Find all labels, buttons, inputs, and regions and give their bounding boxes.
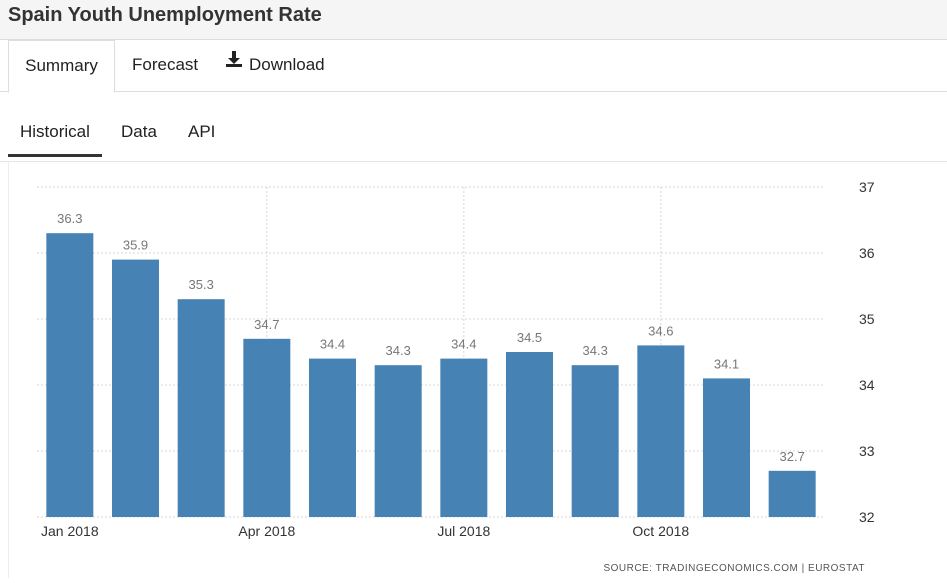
x-tick-label: Jan 2018 xyxy=(41,523,99,539)
x-tick-label: Oct 2018 xyxy=(632,523,689,539)
subtab-data[interactable]: Data xyxy=(121,122,157,142)
x-tick-label: Jul 2018 xyxy=(437,523,490,539)
title-bar: Spain Youth Unemployment Rate xyxy=(0,0,947,40)
bar xyxy=(768,470,816,517)
data-label: 35.3 xyxy=(189,277,214,292)
main-tabs: Summary Forecast Download xyxy=(0,40,947,93)
data-label: 36.3 xyxy=(57,211,82,226)
bar xyxy=(703,378,750,517)
data-label: 35.9 xyxy=(123,238,148,253)
page-title: Spain Youth Unemployment Rate xyxy=(8,4,322,26)
y-tick-label: 34 xyxy=(859,377,875,393)
bar xyxy=(177,299,225,517)
bar xyxy=(309,358,356,517)
sub-tabs: Historical Data API xyxy=(0,92,947,162)
data-label: 34.3 xyxy=(386,343,411,358)
tab-download[interactable]: Download xyxy=(225,40,325,92)
data-label: 34.5 xyxy=(517,330,542,345)
y-tick-label: 37 xyxy=(859,179,875,195)
subtab-data-label: Data xyxy=(121,122,157,141)
subtab-historical[interactable]: Historical xyxy=(8,122,102,157)
subtab-api-label: API xyxy=(188,122,216,141)
x-tick-label: Apr 2018 xyxy=(238,523,295,539)
chart-container: 32 33 34 35 36 37 36.3 35.9 35.3 34.7 34.4 34.3 34.4… xyxy=(8,162,947,578)
data-label: 32.7 xyxy=(780,449,805,464)
source-credit: SOURCE: TRADINGECONOMICS.COM | EUROSTAT xyxy=(603,563,865,574)
data-label: 34.3 xyxy=(583,343,608,358)
y-tick-label: 32 xyxy=(859,509,875,525)
bar xyxy=(243,338,291,517)
bar xyxy=(637,345,685,517)
data-label: 34.4 xyxy=(320,337,345,352)
bar xyxy=(571,365,619,517)
data-label: 34.1 xyxy=(714,356,739,371)
tab-summary-label: Summary xyxy=(25,56,98,75)
data-label: 34.4 xyxy=(451,337,476,352)
data-label: 34.7 xyxy=(254,317,279,332)
y-tick-label: 35 xyxy=(859,311,875,327)
bar xyxy=(46,233,94,517)
tab-forecast[interactable]: Forecast xyxy=(132,40,198,92)
bar xyxy=(112,259,159,517)
bar xyxy=(374,365,422,517)
tab-forecast-label: Forecast xyxy=(132,55,199,74)
tab-summary[interactable]: Summary xyxy=(8,40,115,93)
y-tick-label: 33 xyxy=(859,443,875,459)
bar-chart: 32 33 34 35 36 37 36.3 35.9 35.3 34.7 34.4 34.3 34.4… xyxy=(37,179,875,539)
download-icon xyxy=(225,38,243,88)
data-label: 34.6 xyxy=(648,323,673,338)
tab-download-label: Download xyxy=(249,55,325,74)
subtab-historical-label: Historical xyxy=(20,122,90,141)
y-tick-label: 36 xyxy=(859,245,875,261)
bar xyxy=(506,352,553,517)
subtab-api[interactable]: API xyxy=(188,122,215,142)
bar xyxy=(440,358,488,517)
